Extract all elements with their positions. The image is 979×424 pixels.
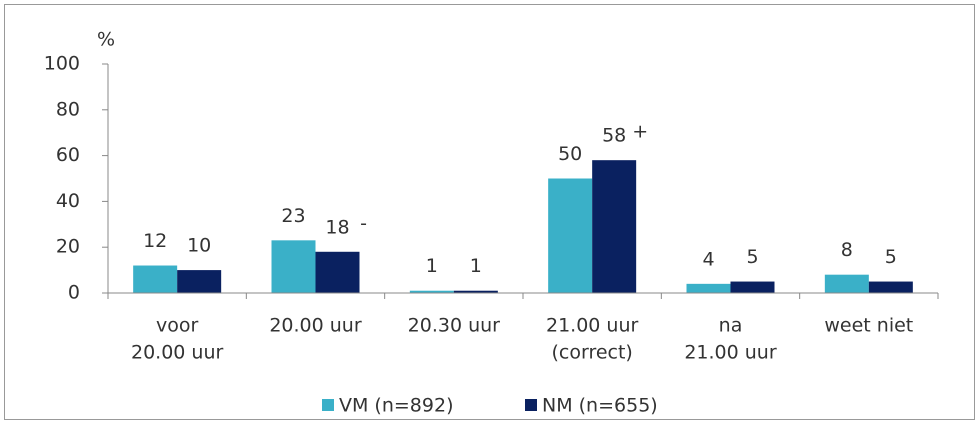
value-label: 5 — [746, 246, 758, 268]
value-label: 5 — [885, 246, 897, 268]
legend-swatch — [322, 399, 334, 411]
bar — [315, 251, 360, 293]
value-label: 8 — [841, 239, 853, 261]
y-tick-label: 20 — [56, 236, 80, 258]
bar — [177, 270, 222, 293]
x-tick-label: 21.00 uur — [684, 342, 777, 364]
y-tick-label: 80 — [56, 98, 80, 120]
value-label: 58 — [602, 125, 626, 147]
y-tick-label: 0 — [68, 282, 80, 304]
bar — [271, 240, 316, 293]
x-tick-label: 20.00 uur — [269, 315, 362, 337]
bar — [686, 283, 731, 293]
value-label: 12 — [143, 230, 167, 252]
x-tick-label: voor — [156, 315, 198, 337]
x-tick-label: (correct) — [551, 342, 632, 364]
bar — [868, 281, 913, 293]
bar — [824, 274, 869, 293]
bar — [730, 281, 775, 293]
x-tick-label: na — [719, 315, 743, 337]
value-label: 10 — [187, 235, 211, 257]
bar — [133, 265, 178, 293]
legend-swatch — [525, 399, 537, 411]
x-tick-label: weet niet — [824, 315, 913, 337]
value-label: 23 — [281, 205, 305, 227]
value-label: 4 — [702, 248, 714, 270]
value-label: 50 — [558, 143, 582, 165]
annotation: - — [360, 212, 367, 234]
value-label: 18 — [325, 216, 349, 238]
value-label: 1 — [470, 255, 482, 277]
bar — [409, 290, 454, 293]
legend-label: NM (n=655) — [542, 395, 658, 417]
bar — [592, 160, 637, 293]
bar — [548, 178, 593, 293]
legend-label: VM (n=892) — [339, 395, 453, 417]
x-tick-label: 20.30 uur — [408, 315, 501, 337]
bar — [453, 290, 498, 293]
y-tick-label: 60 — [56, 144, 80, 166]
y-axis-label: % — [97, 29, 115, 51]
annotation: + — [632, 121, 648, 143]
chart-frame — [4, 4, 975, 420]
value-label: 1 — [426, 255, 438, 277]
x-tick-label: 20.00 uur — [131, 342, 224, 364]
y-tick-label: 40 — [56, 190, 80, 212]
y-tick-label: 100 — [44, 53, 80, 75]
x-tick-label: 21.00 uur — [546, 315, 639, 337]
